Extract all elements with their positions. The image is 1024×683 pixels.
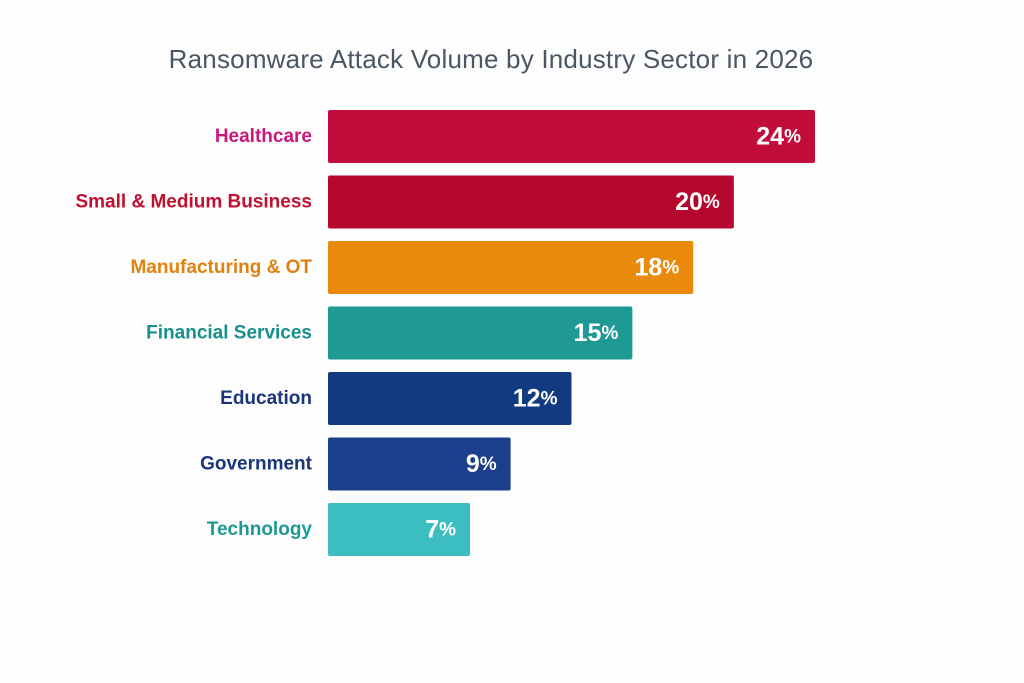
category-label: Manufacturing & OT [130, 257, 312, 278]
category-label: Government [200, 454, 313, 475]
value-label: 15% [574, 319, 619, 347]
category-label: Healthcare [215, 126, 312, 147]
value-label: 7% [425, 516, 456, 544]
category-label: Small & Medium Business [75, 192, 312, 213]
bar-small-medium-business [328, 175, 734, 229]
chart-title: Ransomware Attack Volume by Industry Sec… [168, 44, 814, 74]
bar-government [328, 437, 511, 491]
value-label: 9% [466, 450, 497, 478]
category-label: Financial Services [146, 323, 312, 344]
bar-manufacturing-ot [328, 241, 694, 294]
value-label: 12% [513, 385, 558, 413]
value-label: 24% [756, 123, 801, 151]
bar-education [328, 372, 572, 425]
value-label: 18% [635, 254, 680, 282]
value-label: 20% [675, 188, 720, 216]
category-label: Education [220, 388, 312, 409]
bar-technology [328, 503, 471, 556]
bar-financial-services [328, 306, 633, 360]
category-label: Technology [207, 519, 313, 540]
bar-healthcare [328, 110, 815, 163]
